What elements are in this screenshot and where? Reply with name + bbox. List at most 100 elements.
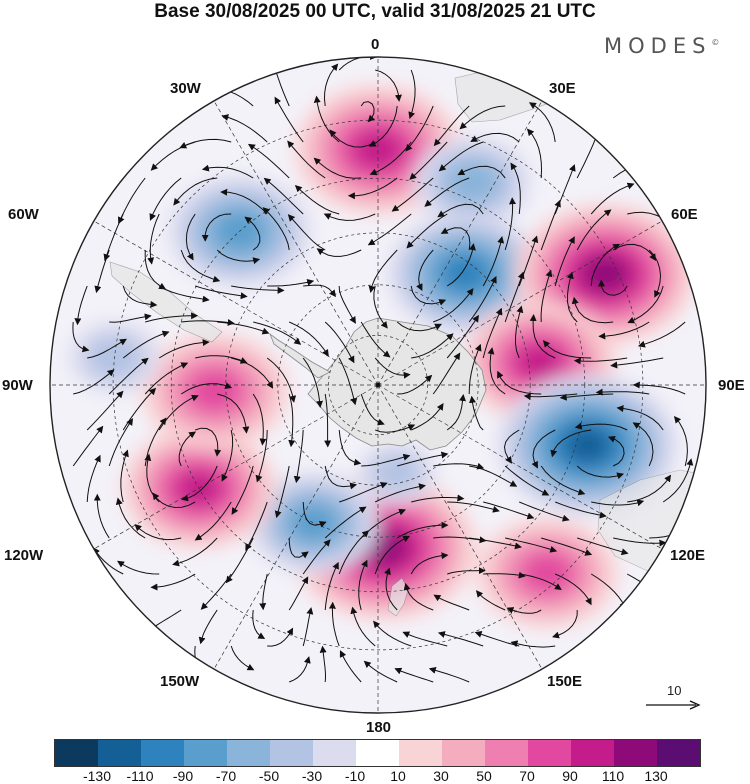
colorbar-swatch-7: [356, 740, 399, 766]
wind-vector-6: [86, 454, 101, 503]
anomaly-contour-pos-90: [517, 344, 562, 380]
wind-vector-119: [374, 357, 411, 379]
globe-disc: [50, 57, 706, 713]
wind-vector-160: [447, 567, 486, 575]
wind-vector-141: [411, 494, 465, 503]
wind-vector-116: [316, 248, 362, 257]
wind-vector-128: [339, 650, 362, 683]
wind-vector-125: [374, 535, 411, 575]
lon-label-0: 0: [371, 36, 380, 53]
colorbar-tick-label: -50: [258, 768, 280, 784]
wind-vector-205: [531, 429, 556, 469]
wind-vector-247: [632, 381, 686, 395]
wind-vector-171: [482, 307, 503, 359]
wind-vector-216: [566, 271, 578, 323]
latitude-circle-60s: [225, 232, 531, 538]
wind-vector-163: [394, 667, 434, 683]
wind-vector-228: [597, 279, 628, 296]
wind-vector-62: [201, 164, 254, 179]
wind-vector-135: [410, 285, 447, 306]
wind-vector-83: [302, 357, 324, 408]
wind-vector-140: [397, 451, 449, 467]
reference-vector-arrow: [646, 700, 701, 710]
wind-vector-103: [338, 429, 362, 466]
wind-vector-222: [577, 537, 629, 556]
meridian-150: [377, 384, 543, 670]
wind-vector-114: [313, 157, 362, 179]
wind-vector-170: [468, 275, 497, 323]
wind-vector-192: [519, 501, 570, 522]
wind-vector-96: [287, 140, 326, 179]
wind-vector-161: [403, 582, 434, 611]
colorbar-tick-label: -130: [82, 768, 112, 784]
colorbar-swatch-12: [571, 740, 614, 766]
wind-vector-63: [220, 188, 268, 215]
wind-vector-190: [503, 429, 520, 464]
wind-vector-243: [632, 422, 654, 467]
wind-vector-105: [339, 481, 388, 503]
wind-vector-126: [358, 559, 368, 611]
wind-vector-59: [230, 645, 255, 671]
colorbar-tick-label: 110: [601, 768, 625, 784]
wind-vector-153: [433, 288, 474, 323]
wind-vector-164: [433, 105, 470, 147]
wind-vector-197: [528, 102, 556, 143]
wind-vector-210: [506, 607, 542, 614]
wind-vector-40: [152, 492, 196, 509]
colorbar-tick-label: 90: [562, 768, 578, 784]
wind-vector-115: [323, 213, 376, 221]
colorbar-tick-label: 70: [519, 768, 535, 784]
colorbar-tick-label: -10: [344, 768, 366, 784]
wind-vector-39: [178, 431, 197, 467]
wind-vector-240: [610, 357, 664, 369]
wind-vector-230: [573, 357, 628, 365]
wind-vector-136: [396, 321, 442, 332]
wind-vector-218: [523, 392, 578, 400]
wind-vector-22: [145, 312, 199, 323]
wind-vector-213: [590, 182, 635, 215]
wind-vector-34: [195, 285, 248, 300]
meridian-30: [377, 100, 543, 386]
wind-vector-85: [293, 429, 304, 484]
polar-anomaly-map: [49, 56, 707, 714]
wind-vector-21: [158, 285, 210, 303]
wind-vector-130: [368, 105, 398, 147]
meridian-120: [377, 384, 663, 550]
wind-vector-68: [252, 393, 267, 446]
wind-vector-47: [201, 213, 232, 242]
colorbar-swatch-2: [141, 740, 184, 766]
wind-vector-56: [172, 537, 218, 567]
wind-vector-214: [576, 209, 612, 251]
wind-vector-110: [319, 645, 327, 683]
wind-vector-229: [571, 296, 614, 324]
globe-outline: [49, 56, 707, 714]
wind-vector-137: [411, 333, 454, 359]
anomaly-center-8: [248, 472, 379, 574]
wind-vector-203: [529, 314, 556, 359]
anomaly-contour-pos-70: [522, 553, 572, 593]
colorbar-swatch-11: [528, 740, 571, 766]
wind-vector-235: [613, 537, 667, 547]
wind-vector-24: [144, 362, 189, 395]
wind-vector-121: [375, 424, 416, 433]
wind-vector-150: [406, 213, 448, 249]
wind-vector-144: [384, 567, 398, 611]
lon-label-30e: 30E: [549, 80, 576, 97]
wind-vector-64: [244, 216, 261, 251]
wind-vector-108: [324, 561, 339, 611]
colorbar-swatch-9: [442, 740, 485, 766]
wind-vector-246: [637, 321, 686, 348]
wind-vector-188: [514, 305, 524, 359]
wind-vector-4: [86, 390, 124, 431]
wind-vector-51: [231, 357, 274, 389]
colorbar-tick-label: -30: [301, 768, 323, 784]
anomaly-center-13: [357, 441, 437, 505]
wind-vector-179: [437, 631, 484, 647]
wind-vector-55: [194, 501, 232, 541]
wind-vector-45: [179, 138, 232, 149]
wind-vector-166: [424, 177, 470, 207]
wind-vectors: [72, 57, 699, 683]
lon-label-30w: 30W: [170, 80, 201, 97]
brand-copyright-mark: ©: [711, 38, 720, 47]
wind-vector-90: [288, 576, 309, 611]
